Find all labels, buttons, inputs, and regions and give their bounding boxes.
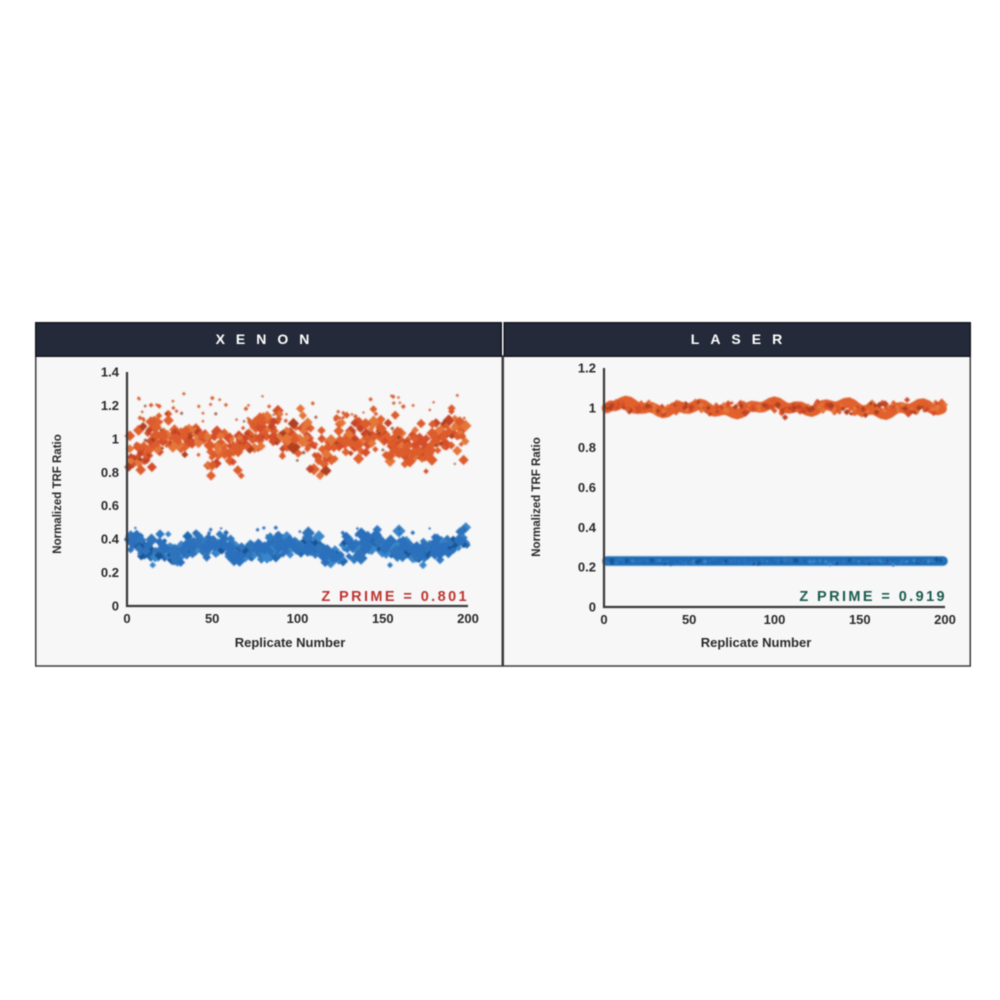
svg-text:Normalized TRF Ratio: Normalized TRF Ratio [531, 437, 543, 556]
svg-text:150: 150 [849, 612, 871, 627]
svg-text:0.2: 0.2 [578, 560, 596, 575]
svg-text:Replicate Number: Replicate Number [235, 635, 346, 650]
svg-text:Normalized TRF Ratio: Normalized TRF Ratio [52, 434, 64, 553]
svg-text:1.4: 1.4 [101, 365, 120, 380]
svg-text:Z PRIME = 0.801: Z PRIME = 0.801 [321, 589, 469, 605]
svg-text:XENON: XENON [216, 331, 321, 347]
svg-text:0.8: 0.8 [578, 440, 596, 455]
svg-text:Z PRIME = 0.919: Z PRIME = 0.919 [799, 589, 947, 605]
svg-text:0.6: 0.6 [578, 480, 596, 495]
svg-text:0.6: 0.6 [101, 498, 119, 513]
svg-text:1.2: 1.2 [578, 361, 596, 376]
svg-text:0: 0 [589, 600, 596, 615]
svg-text:1.2: 1.2 [101, 398, 119, 413]
svg-text:1: 1 [112, 431, 119, 446]
svg-text:0: 0 [123, 611, 130, 626]
svg-text:100: 100 [287, 611, 309, 626]
svg-text:0.4: 0.4 [578, 520, 597, 535]
svg-text:1: 1 [589, 400, 596, 415]
svg-text:0: 0 [112, 599, 119, 614]
svg-text:LASER: LASER [691, 331, 793, 347]
svg-text:100: 100 [764, 612, 786, 627]
svg-text:200: 200 [934, 612, 956, 627]
svg-text:0: 0 [600, 612, 607, 627]
svg-text:0.2: 0.2 [101, 565, 119, 580]
svg-text:50: 50 [205, 611, 219, 626]
svg-text:50: 50 [682, 612, 696, 627]
svg-text:0.8: 0.8 [101, 465, 119, 480]
svg-text:150: 150 [372, 611, 394, 626]
svg-text:0.4: 0.4 [101, 532, 120, 547]
svg-text:200: 200 [457, 611, 479, 626]
svg-text:Replicate Number: Replicate Number [701, 635, 812, 650]
